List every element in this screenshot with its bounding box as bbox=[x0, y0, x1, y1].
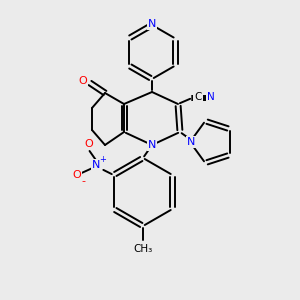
Text: +: + bbox=[99, 154, 106, 164]
Text: O: O bbox=[79, 76, 87, 86]
Text: N: N bbox=[148, 19, 156, 29]
Text: C: C bbox=[194, 92, 202, 102]
Text: N: N bbox=[207, 92, 215, 102]
Text: N: N bbox=[92, 160, 101, 170]
Text: N: N bbox=[187, 137, 195, 147]
Text: O: O bbox=[72, 170, 81, 180]
Text: N: N bbox=[148, 140, 156, 150]
Text: -: - bbox=[82, 176, 86, 186]
Text: CH₃: CH₃ bbox=[134, 244, 153, 254]
Text: O: O bbox=[84, 139, 93, 149]
